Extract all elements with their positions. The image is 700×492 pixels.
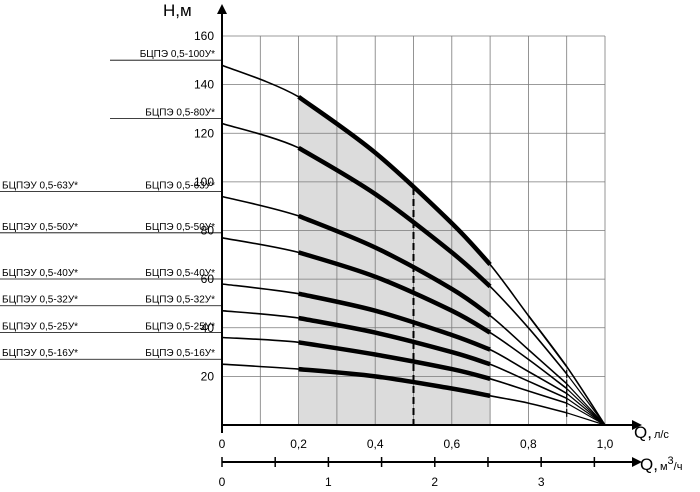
pump-curve-tail-1 (566, 373, 606, 426)
pump-label-alt-2: БЦПЭУ 0,5-63У* (2, 180, 78, 191)
pump-label-alt-4: БЦПЭУ 0,5-40У* (2, 268, 78, 279)
pump-label-6: БЦПЭ 0,5-25У* (145, 321, 215, 332)
pump-label-alt-3: БЦПЭУ 0,5-50У* (2, 222, 78, 233)
x-axis-title-unit: л/с (654, 429, 669, 441)
pump-curve-working-2 (297, 213, 492, 318)
x2-axis-title-sup: 3 (668, 455, 674, 467)
x2-tick-label: 2 (431, 475, 438, 489)
pump-label-5: БЦПЭ 0,5-32У* (145, 295, 215, 306)
x2-axis-title-unit: м (660, 461, 668, 473)
pump-label-2: БЦПЭ 0,5-63У* (145, 180, 215, 191)
y-tick-label: 40 (201, 321, 215, 335)
y-tick-label: 60 (201, 272, 215, 286)
y-tick-label: 160 (194, 29, 214, 43)
y-tick-label: 80 (201, 224, 215, 238)
pump-curve-working-5 (298, 315, 491, 367)
pump-curve-tail-0 (527, 315, 606, 426)
y-tick-label: 20 (201, 369, 215, 383)
x-axis-title-main: Q, (634, 423, 652, 442)
x-tick-label: 0,6 (443, 437, 460, 451)
pump-label-alt-5: БЦПЭУ 0,5-32У* (2, 295, 78, 306)
x2-tick-label: 1 (325, 475, 332, 489)
working-range-band (298, 96, 491, 426)
x-tick-label: 0,4 (367, 437, 384, 451)
pump-label-0: БЦПЭ 0,5-100У* (140, 49, 215, 60)
x-tick-label: 0,2 (290, 437, 307, 451)
y-tick-label: 140 (194, 78, 214, 92)
y-tick-label: 120 (194, 126, 214, 140)
x-axis-title: Q, л/с (634, 423, 669, 442)
x-tick-label: 0,8 (520, 437, 537, 451)
pump-label-alt-7: БЦПЭУ 0,5-16У* (2, 348, 78, 359)
pump-curve-working-3 (297, 250, 492, 335)
pump-curve-tail-5 (566, 397, 606, 426)
pump-curve-working-6 (298, 340, 491, 381)
pump-curve-working-1 (297, 145, 492, 289)
pump-curve-working-7 (298, 366, 491, 399)
pump-curve-working-4 (298, 291, 491, 352)
x2-tick-label: 0 (219, 475, 226, 489)
pump-curve-tail-6 (566, 402, 606, 426)
pump-curve-tail-3 (566, 388, 606, 426)
pump-label-4: БЦПЭ 0,5-40У* (145, 268, 215, 279)
pump-label-3: БЦПЭ 0,5-50У* (145, 222, 215, 233)
pump-label-alt-6: БЦПЭУ 0,5-25У* (2, 321, 78, 332)
x-tick-label: 1,0 (597, 437, 614, 451)
pump-label-1: БЦПЭ 0,5-80У* (145, 108, 215, 119)
pump-curve-working-0 (297, 94, 492, 267)
pump-curve-tail-4 (566, 392, 606, 426)
x2-axis-title: Q, м3/ч (640, 455, 682, 474)
y-axis-title: Н,м (163, 1, 192, 20)
x2-axis-title-main: Q, (640, 455, 658, 474)
x2-axis-title-unit-tail: /ч (674, 461, 683, 473)
pump-label-7: БЦПЭ 0,5-16У* (145, 348, 215, 359)
x2-tick-label: 3 (538, 475, 545, 489)
x-tick-label: 0 (219, 437, 226, 451)
y-tick-label: 100 (194, 175, 214, 189)
pump-curve-tail-7 (566, 412, 606, 426)
